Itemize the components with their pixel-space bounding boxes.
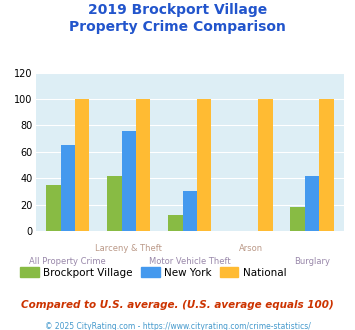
Text: 2019 Brockport Village
Property Crime Comparison: 2019 Brockport Village Property Crime Co…: [69, 3, 286, 34]
Bar: [183, 191, 197, 231]
Bar: [290, 207, 305, 231]
Bar: [136, 99, 151, 231]
Text: All Property Crime: All Property Crime: [29, 257, 106, 266]
Bar: [75, 99, 89, 231]
Text: Arson: Arson: [239, 244, 263, 253]
Bar: [122, 131, 136, 231]
Text: Compared to U.S. average. (U.S. average equals 100): Compared to U.S. average. (U.S. average …: [21, 300, 334, 310]
Text: Burglary: Burglary: [294, 257, 330, 266]
Bar: [258, 99, 273, 231]
Bar: [197, 99, 212, 231]
Bar: [168, 215, 183, 231]
Bar: [46, 185, 61, 231]
Legend: Brockport Village, New York, National: Brockport Village, New York, National: [16, 263, 290, 282]
Bar: [107, 176, 122, 231]
Text: Larceny & Theft: Larceny & Theft: [95, 244, 162, 253]
Bar: [61, 145, 75, 231]
Bar: [319, 99, 334, 231]
Text: © 2025 CityRating.com - https://www.cityrating.com/crime-statistics/: © 2025 CityRating.com - https://www.city…: [45, 322, 310, 330]
Bar: [305, 176, 319, 231]
Text: Motor Vehicle Theft: Motor Vehicle Theft: [149, 257, 231, 266]
